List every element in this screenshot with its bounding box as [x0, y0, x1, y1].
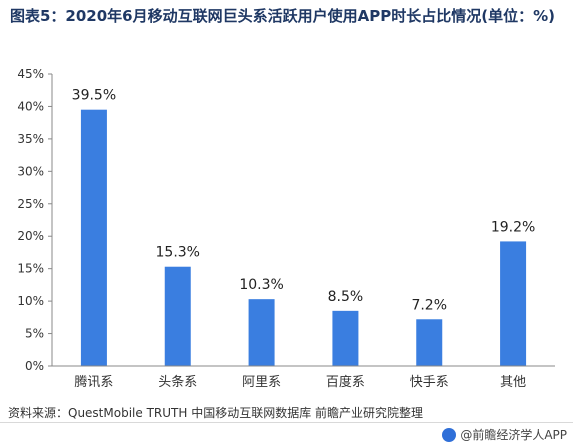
- bar: [80, 109, 107, 366]
- y-tick-label: 40%: [17, 99, 44, 113]
- y-tick-label: 15%: [17, 262, 44, 276]
- y-tick-label: 30%: [17, 164, 44, 178]
- bar: [500, 241, 527, 366]
- data-label: 15.3%: [156, 245, 200, 261]
- data-label: 10.3%: [239, 277, 283, 293]
- y-tick-label: 25%: [17, 197, 44, 211]
- source-note: 资料来源：QuestMobile TRUTH 中国移动互联网数据库 前瞻产业研究…: [8, 406, 424, 420]
- x-axis: 腾讯系 头条系 阿里系 百度系 快手系 其他: [52, 365, 555, 390]
- y-tick-label: 35%: [17, 132, 44, 146]
- chart-title: 图表5：2020年6月移动互联网巨头系活跃用户使用APP时长占比情况(单位：%): [10, 7, 555, 25]
- bar: [164, 266, 191, 366]
- bars: 39.5% 15.3% 10.3% 8.5% 7.2% 19.2%: [72, 88, 535, 366]
- data-label: 39.5%: [72, 88, 116, 104]
- bar: [416, 319, 443, 366]
- y-tick-label: 5%: [25, 327, 44, 341]
- logo-icon: [442, 427, 457, 442]
- x-tick-label: 头条系: [158, 374, 197, 390]
- data-label: 19.2%: [491, 219, 535, 235]
- x-tick-label: 快手系: [410, 375, 449, 390]
- x-tick-label: 百度系: [326, 374, 365, 390]
- y-axis: 0% 5% 10% 15% 20% 25% 30% 35% 40% 45%: [17, 67, 53, 373]
- bar-chart: 0% 5% 10% 15% 20% 25% 30% 35% 40% 45% 39.5% 15.3% 1…: [17, 67, 555, 390]
- x-tick-label: 阿里系: [242, 375, 281, 390]
- brand-credit: @前瞻经济学人APP: [442, 426, 567, 443]
- y-tick-label: 10%: [17, 294, 44, 308]
- brand-text: @前瞻经济学人APP: [460, 428, 567, 442]
- data-label: 7.2%: [411, 297, 447, 313]
- x-tick-label: 腾讯系: [74, 374, 113, 390]
- y-tick-label: 20%: [17, 229, 44, 243]
- x-tick-label: 其他: [500, 375, 526, 390]
- bar: [332, 310, 359, 366]
- data-label: 8.5%: [328, 289, 364, 305]
- y-tick-label: 45%: [17, 67, 44, 81]
- bar: [248, 299, 275, 366]
- footer-divider: [0, 422, 573, 423]
- y-tick-label: 0%: [25, 359, 44, 373]
